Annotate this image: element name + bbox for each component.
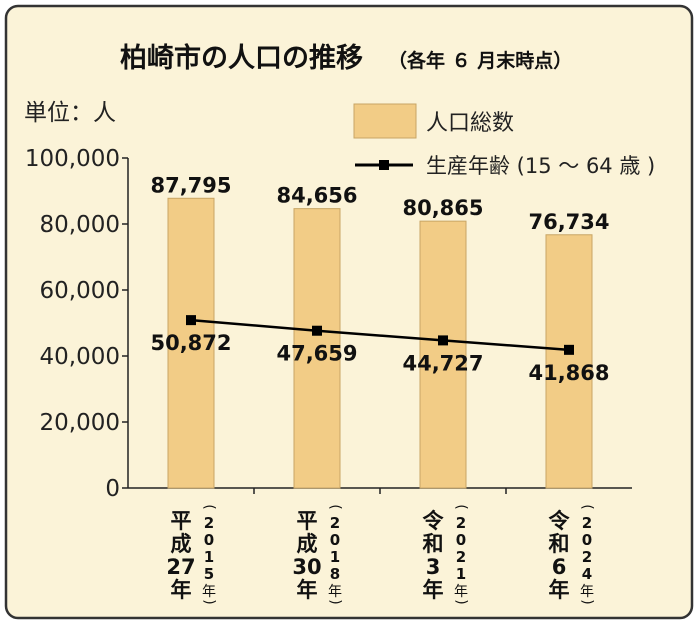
bar-population [167,197,215,489]
x-category-paren: ) [201,599,217,604]
bar-value-label: 84,656 [276,184,357,208]
x-category-western-digit: 0 [330,531,340,549]
x-category-western-suffix: 年 [580,584,594,600]
line-value-label: 44,727 [402,351,483,375]
line-series [186,315,574,355]
data-labels: 87,795 84,656 80,865 76,734 50,872 47,659 44,7… [150,173,609,385]
x-category-paren: ( [453,504,469,509]
x-category-era-char: 年 [297,578,318,602]
x-category-western-digit: 2 [456,514,466,532]
x-category-era-char: 令 [423,509,445,533]
legend-marker-working-age [379,160,389,170]
x-category-era-char: 令 [549,509,571,533]
bar-series [167,197,593,489]
x-category-western-digit: 2 [582,548,592,566]
x-category-era-char: 27 [166,555,195,579]
x-category-era-char: 年 [549,578,570,602]
x-category-era-char: 年 [171,578,192,602]
x-category-western-suffix: 年 [202,584,216,600]
chart-subtitle: （各年 ６ 月末時点） [388,49,572,72]
x-category-western-digit: 1 [204,548,214,566]
x-category-paren: ( [579,504,595,509]
chart-title: 柏崎市の人口の推移 [120,42,363,74]
y-tick-label: 60,000 [40,278,120,304]
unit-label: 単位：人 [24,100,116,126]
working-age-marker [186,315,196,326]
x-category-western-digit: 0 [582,531,592,549]
bar-population [545,234,593,489]
bar-value-label: 80,865 [402,196,483,220]
y-tick-label: 0 [105,476,120,502]
x-category-western-digit: 0 [456,531,466,549]
legend-label-population: 人口総数 [426,111,514,136]
working-age-marker [438,335,448,346]
x-category-era-char: 成 [297,532,318,556]
x-category-western-digit: 0 [204,531,214,549]
line-value-label: 47,659 [276,342,357,366]
x-category-western-digit: 1 [456,565,466,583]
bar-value-label: 76,734 [528,210,609,234]
x-category-paren: ) [579,599,595,604]
bar-population [293,208,341,489]
x-category-western-digit: 4 [582,565,592,583]
bar-value-label: 87,795 [150,173,231,197]
x-category-era-char: 和 [423,532,444,556]
x-category-era-char: 成 [171,532,192,556]
x-category-western-digit: 2 [456,548,466,566]
x-category-era-char: 30 [292,555,321,579]
y-tick-label: 100,000 [25,146,120,172]
y-tick-label: 80,000 [40,212,120,238]
x-category-era-char: 年 [423,578,444,602]
working-age-marker [564,344,574,355]
x-category-paren: ) [327,599,343,604]
x-category-paren: ) [453,599,469,604]
legend: 人口総数 生産年齢 (15 〜 64 歳 ) [353,103,655,178]
x-category-paren: ( [201,504,217,509]
legend-label-working-age: 生産年齢 (15 〜 64 歳 ) [426,154,655,178]
x-category-western-suffix: 年 [328,584,342,600]
axes: 0 20,000 40,000 60,000 80,000 100,000 [25,146,632,502]
x-category-western-digit: 2 [330,514,340,532]
x-category-western-suffix: 年 [454,584,468,600]
x-category-era-char: 和 [549,532,570,556]
x-category-western-digit: 1 [330,548,340,566]
x-category-western-digit: 8 [330,565,340,583]
legend-swatch-population [353,103,417,139]
working-age-line [190,318,570,352]
x-category-era-char: 6 [552,555,567,579]
x-category-western-digit: 2 [582,514,592,532]
y-tick-label: 40,000 [40,344,120,370]
y-tick-label: 20,000 [40,410,120,436]
working-age-marker [312,325,322,336]
x-category-era-char: 平 [297,509,318,533]
x-axis-labels: 平成27年(2015年)平成30年(2018年)令和3年(2021年)令和6年(… [166,504,595,604]
bar-population [419,220,467,489]
line-value-label: 41,868 [528,361,609,385]
x-category-western-digit: 2 [204,514,214,532]
x-category-era-char: 平 [171,509,192,533]
x-category-paren: ( [327,504,343,509]
x-category-era-char: 3 [426,555,441,579]
x-category-western-digit: 5 [204,565,214,583]
line-value-label: 50,872 [150,331,231,355]
